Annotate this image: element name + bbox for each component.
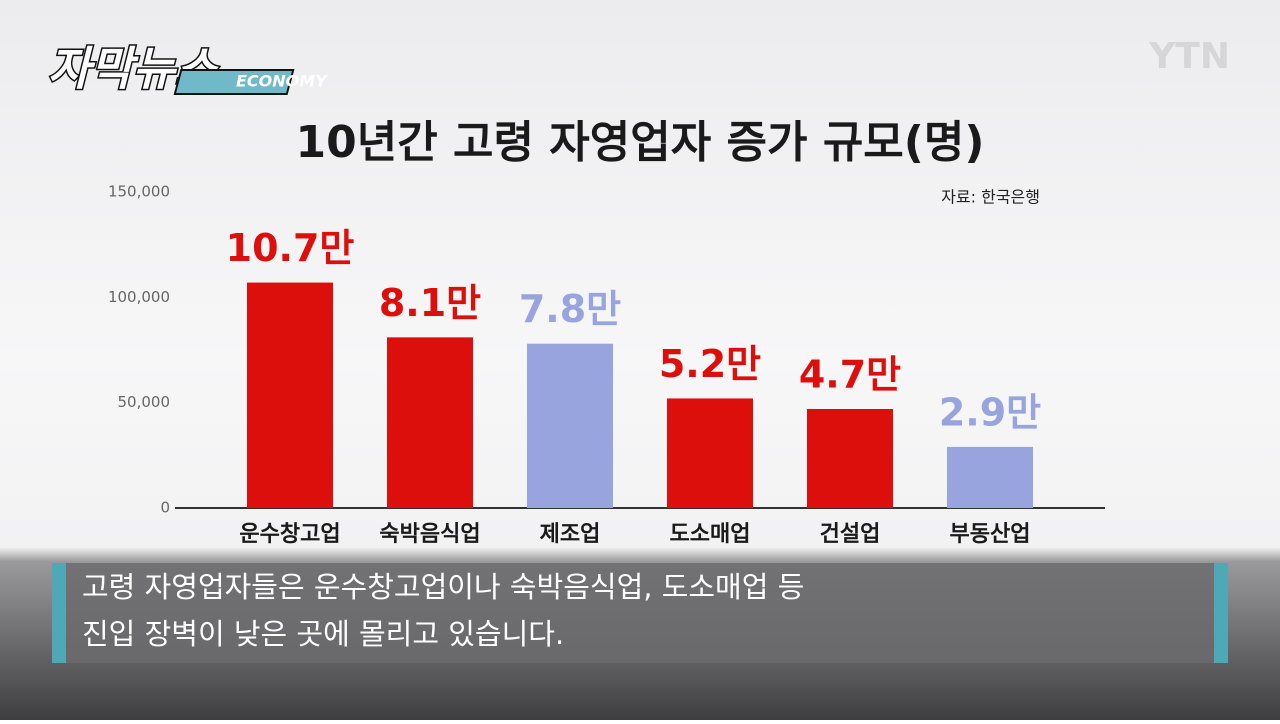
x-tick-label: 도소매업 xyxy=(670,522,751,547)
value-label: 5.2만 xyxy=(659,342,761,386)
bar xyxy=(527,343,613,508)
tag: ECONOMY xyxy=(236,72,328,91)
caption-line: 고령 자영업자들은 운수창고업이나 숙박음식업, 도소매업 등 xyxy=(82,570,804,604)
value-label: 10.7만 xyxy=(226,226,355,270)
channel-logo: YTN xyxy=(1148,36,1230,77)
value-label: 2.9만 xyxy=(939,390,1041,434)
bar xyxy=(247,282,333,508)
chart-title: 10년간 고령 자영업자 증가 규모(명) xyxy=(296,117,985,168)
x-tick-label: 부동산업 xyxy=(950,522,1031,547)
bar xyxy=(947,446,1033,508)
x-tick-label: 건설업 xyxy=(820,522,881,547)
x-tick-label: 숙박음식업 xyxy=(379,522,480,547)
caption-line: 진입 장벽이 낮은 곳에 몰리고 있습니다. xyxy=(82,617,564,651)
caption-edge-left xyxy=(52,563,66,663)
caption-box xyxy=(52,563,1228,663)
y-tick-label: 100,000 xyxy=(108,288,170,306)
y-tick-label: 50,000 xyxy=(118,393,171,411)
bar xyxy=(667,398,753,508)
y-tick-label: 150,000 xyxy=(108,183,170,201)
x-tick-label: 운수창고업 xyxy=(239,522,340,547)
caption-edge-right xyxy=(1214,563,1228,663)
value-label: 7.8만 xyxy=(519,287,621,331)
y-tick-label: 0 xyxy=(160,499,170,517)
value-label: 8.1만 xyxy=(379,281,481,325)
bar xyxy=(387,337,473,508)
source: 자료: 한국은행 xyxy=(941,188,1040,207)
bar xyxy=(807,408,893,508)
x-tick-label: 제조업 xyxy=(540,522,601,547)
tag-box xyxy=(173,69,295,95)
value-label: 4.7만 xyxy=(799,352,901,396)
